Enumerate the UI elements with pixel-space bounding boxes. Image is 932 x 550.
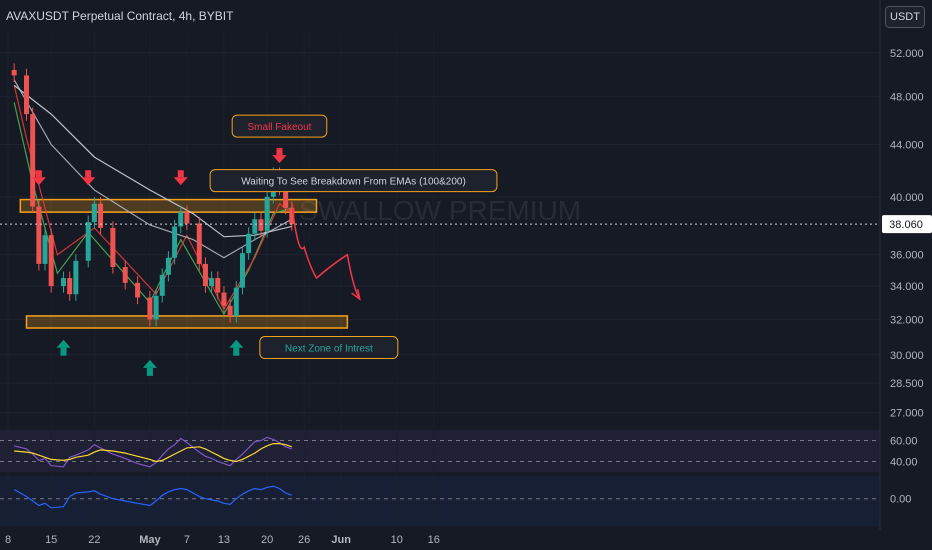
candle bbox=[178, 212, 184, 227]
candle bbox=[73, 260, 79, 295]
candle bbox=[147, 297, 153, 320]
annotation-box bbox=[231, 114, 328, 138]
x-tick-label: May bbox=[139, 534, 161, 546]
osc-line bbox=[13, 485, 293, 509]
x-tick-label: 26 bbox=[298, 534, 310, 546]
candle bbox=[227, 305, 233, 316]
down-arrow-stem bbox=[276, 148, 283, 156]
annotation-box bbox=[259, 336, 399, 360]
y-tick-label: 30.000 bbox=[890, 350, 924, 362]
candle bbox=[98, 203, 104, 228]
x-tick-label: 16 bbox=[428, 534, 440, 546]
projection-arrowhead bbox=[351, 288, 361, 301]
current-price-badge bbox=[882, 215, 932, 234]
candle bbox=[36, 206, 42, 264]
osc-tick-label: 0.00 bbox=[890, 494, 911, 506]
candle bbox=[264, 196, 270, 231]
candle bbox=[165, 257, 171, 275]
zone-box bbox=[25, 315, 349, 329]
candle bbox=[283, 188, 289, 208]
rsi-line bbox=[14, 436, 292, 468]
candle bbox=[184, 212, 190, 224]
rsi-pane bbox=[0, 430, 880, 472]
up-arrow-icon bbox=[142, 359, 157, 368]
y-tick-label: 40.000 bbox=[890, 192, 924, 204]
candle bbox=[239, 253, 245, 288]
x-tick-label: 8 bbox=[5, 534, 11, 546]
y-tick-label: 44.000 bbox=[890, 139, 924, 151]
candle bbox=[215, 278, 221, 293]
candle bbox=[24, 75, 30, 115]
current-price-label: 38.060 bbox=[889, 219, 923, 231]
annotation-label: Small Fakeout bbox=[248, 122, 312, 133]
candle bbox=[252, 219, 258, 234]
candle bbox=[61, 278, 67, 287]
candle bbox=[172, 226, 178, 258]
ema100-line bbox=[13, 79, 293, 259]
candle bbox=[221, 292, 227, 306]
candle bbox=[85, 222, 91, 261]
x-tick-label: 7 bbox=[184, 534, 190, 546]
candle bbox=[289, 207, 295, 225]
candle bbox=[67, 278, 73, 295]
x-tick-label: 22 bbox=[88, 534, 100, 546]
x-tick-label: 20 bbox=[261, 534, 273, 546]
y-tick-label: 52.000 bbox=[890, 48, 924, 60]
candle bbox=[122, 267, 128, 283]
y-tick-label: 32.000 bbox=[890, 314, 924, 326]
down-arrow-stem bbox=[85, 170, 92, 178]
down-arrow-stem bbox=[177, 170, 184, 178]
candle bbox=[48, 235, 54, 287]
candle bbox=[110, 227, 116, 268]
candle bbox=[42, 235, 48, 264]
y-tick-label: 34.000 bbox=[890, 281, 924, 293]
down-arrow-icon bbox=[81, 177, 96, 186]
up-arrow-icon bbox=[229, 339, 244, 348]
watermark: SWALLOW PREMIUM bbox=[299, 195, 581, 226]
down-arrow-stem bbox=[35, 170, 42, 178]
y-tick-label: 28.500 bbox=[890, 378, 924, 390]
zone-box bbox=[19, 198, 318, 213]
y-tick-label: 48.000 bbox=[890, 92, 924, 104]
candle bbox=[30, 114, 36, 207]
down-arrow-icon bbox=[272, 155, 287, 164]
up-arrow-stem bbox=[60, 347, 67, 356]
candle bbox=[202, 263, 208, 287]
x-tick-label: 13 bbox=[218, 534, 230, 546]
currency-button[interactable]: USDT bbox=[885, 6, 925, 28]
ema200-line bbox=[13, 84, 292, 238]
up-arrow-stem bbox=[146, 367, 153, 376]
up-arrow-stem bbox=[233, 347, 240, 356]
symbol-title: AVAXUSDT Perpetual Contract, 4h, BYBIT bbox=[6, 9, 234, 23]
x-tick-label: 10 bbox=[391, 534, 403, 546]
candle bbox=[91, 203, 97, 223]
x-tick-label: Jun bbox=[331, 534, 351, 546]
osc-pane bbox=[0, 476, 880, 526]
rsi-tick-label: 60.00 bbox=[890, 436, 918, 448]
projection-path bbox=[291, 202, 361, 300]
candle bbox=[233, 287, 239, 316]
y-tick-label: 36.000 bbox=[890, 250, 924, 262]
rsi-tick-label: 40.00 bbox=[890, 457, 918, 469]
annotation-box bbox=[209, 169, 498, 193]
rsi_ma-line bbox=[14, 443, 292, 463]
candle bbox=[246, 233, 252, 254]
annotation-label: Next Zone of Intrest bbox=[285, 344, 373, 355]
candle bbox=[11, 69, 17, 76]
down-arrow-icon bbox=[173, 177, 188, 186]
candle bbox=[159, 274, 165, 296]
annotation-label: Waiting To See Breakdown From EMAs (100&… bbox=[241, 177, 466, 188]
up-arrow-icon bbox=[56, 339, 71, 348]
candle bbox=[196, 223, 202, 264]
candle bbox=[209, 278, 215, 287]
candle bbox=[135, 282, 141, 298]
fast-line bbox=[13, 102, 292, 316]
y-tick-label: 27.000 bbox=[890, 408, 924, 420]
down-arrow-icon bbox=[31, 177, 46, 186]
x-tick-label: 15 bbox=[45, 534, 57, 546]
candle bbox=[258, 219, 264, 231]
candle bbox=[153, 295, 159, 320]
